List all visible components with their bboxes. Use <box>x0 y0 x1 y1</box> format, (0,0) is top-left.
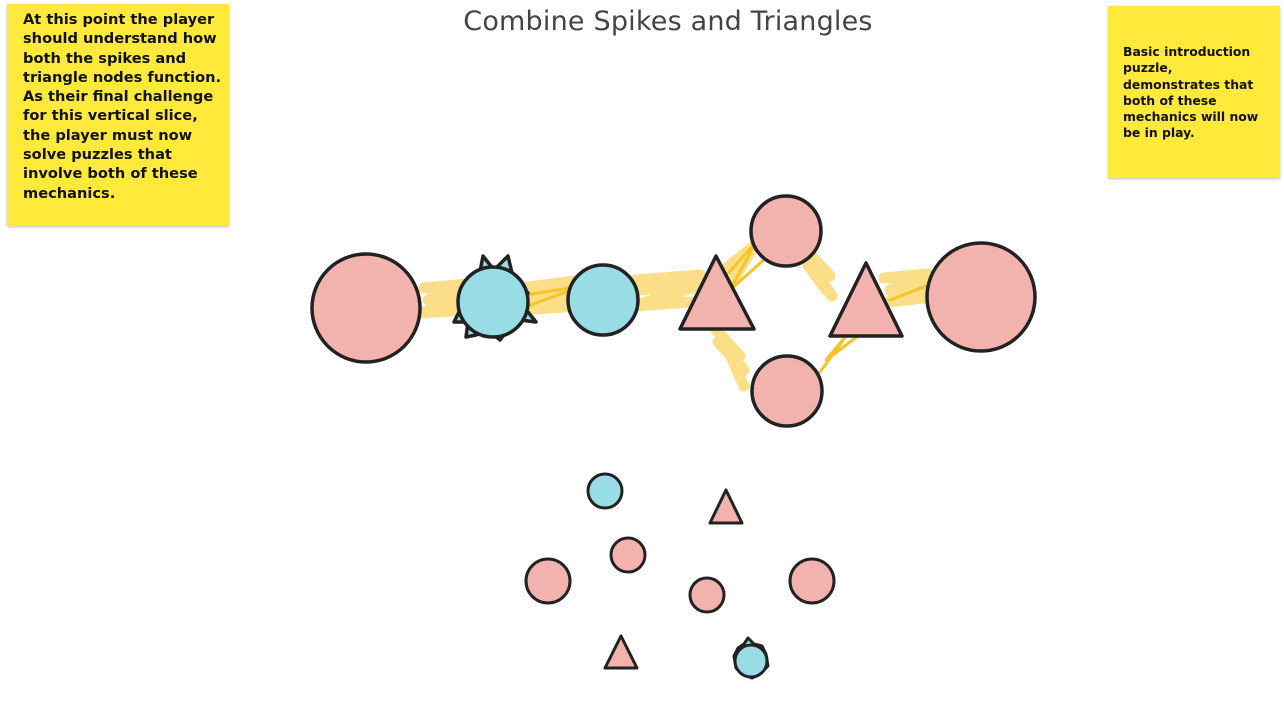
small-blue-circle-node[interactable] <box>586 472 624 510</box>
end-circle-node[interactable] <box>925 241 1037 353</box>
blue-circle-node[interactable] <box>566 263 640 337</box>
sticky-note-left-text: At this point the player should understa… <box>23 11 222 202</box>
top-circle-node[interactable] <box>749 194 823 268</box>
board-title: Combine Spikes and Triangles <box>463 6 873 37</box>
small-spiked-circle-icon[interactable] <box>732 636 770 680</box>
sticky-note-right-text: Basic introduction puzzle, demonstrates … <box>1123 44 1259 141</box>
small-circle-node-d[interactable] <box>788 557 836 605</box>
main-puzzle <box>310 194 1037 428</box>
connector-triangle-to-bottom <box>710 324 750 392</box>
spiked-circle-icon[interactable] <box>452 254 538 342</box>
small-circle-node-b[interactable] <box>524 557 572 605</box>
sticky-note-right[interactable]: Basic introduction puzzle, demonstrates … <box>1108 6 1280 178</box>
small-circle-node-c[interactable] <box>688 576 726 614</box>
connector-line-d <box>888 284 928 302</box>
bottom-circle-node[interactable] <box>750 354 824 428</box>
triangle-node-right[interactable] <box>828 261 904 338</box>
connector-blue-to-triangle <box>628 269 706 312</box>
connector-line-b <box>818 328 868 374</box>
triangle-node-left[interactable] <box>678 254 756 331</box>
connector-line-a <box>722 240 770 292</box>
small-triangle-node-top[interactable] <box>708 488 744 525</box>
start-circle-node[interactable] <box>310 252 422 364</box>
sticky-note-left[interactable]: At this point the player should understa… <box>7 4 229 226</box>
loose-nodes <box>524 472 836 680</box>
connector-triangle-to-end <box>878 268 934 308</box>
connector-top-to-triangle <box>800 246 838 302</box>
small-circle-node-a[interactable] <box>609 536 647 574</box>
small-triangle-node-bottom[interactable] <box>603 634 639 670</box>
